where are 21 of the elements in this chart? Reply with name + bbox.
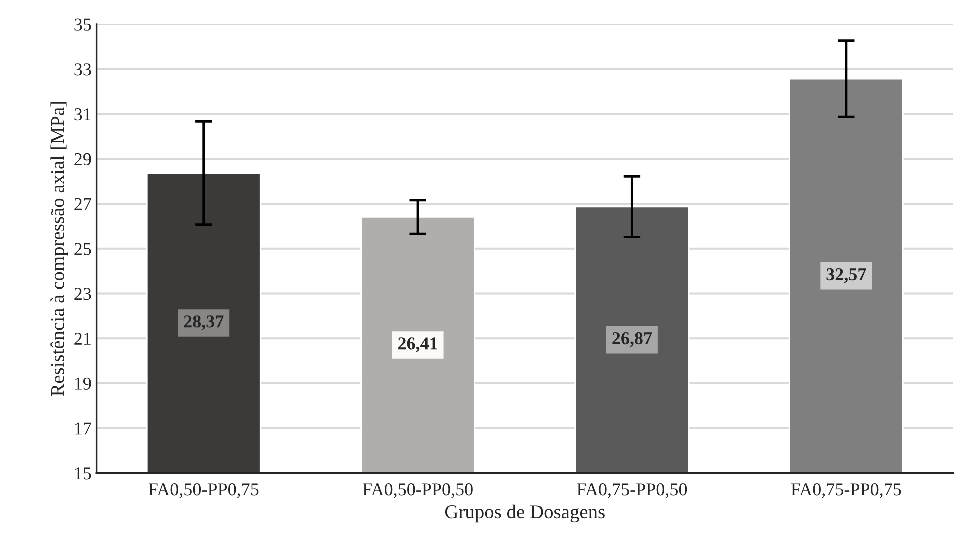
y-tick-label: 23 <box>74 288 92 300</box>
y-tick-label: 29 <box>74 153 92 166</box>
data-label: 26,41 <box>398 338 438 352</box>
y-tick-label: 31 <box>74 108 91 121</box>
y-tick-label: 27 <box>74 198 92 210</box>
y-tick-label: 21 <box>74 332 91 345</box>
x-tick-label: FA0,50-PP0,50 <box>363 484 473 498</box>
x-tick-label: FA0,50-PP0,75 <box>148 484 259 498</box>
y-tick-label: 17 <box>75 422 92 435</box>
y-axis-title: Resistência à compressão axial [MPa] <box>50 102 68 396</box>
x-axis-title: Grupos de Dosagens <box>445 504 605 523</box>
y-tick-label: 19 <box>75 378 92 390</box>
x-tick-label: FA0,75-PP0,50 <box>577 484 688 498</box>
y-tick-label: 15 <box>75 468 92 480</box>
data-label: 26,87 <box>612 332 652 348</box>
y-tick-label: 33 <box>74 64 92 76</box>
data-label: 28,37 <box>184 316 224 330</box>
y-tick-label: 35 <box>74 18 92 31</box>
y-tick-label: 25 <box>74 243 92 256</box>
x-tick-label: FA0,75-PP0,75 <box>791 484 902 498</box>
data-label: 32,57 <box>826 268 866 284</box>
